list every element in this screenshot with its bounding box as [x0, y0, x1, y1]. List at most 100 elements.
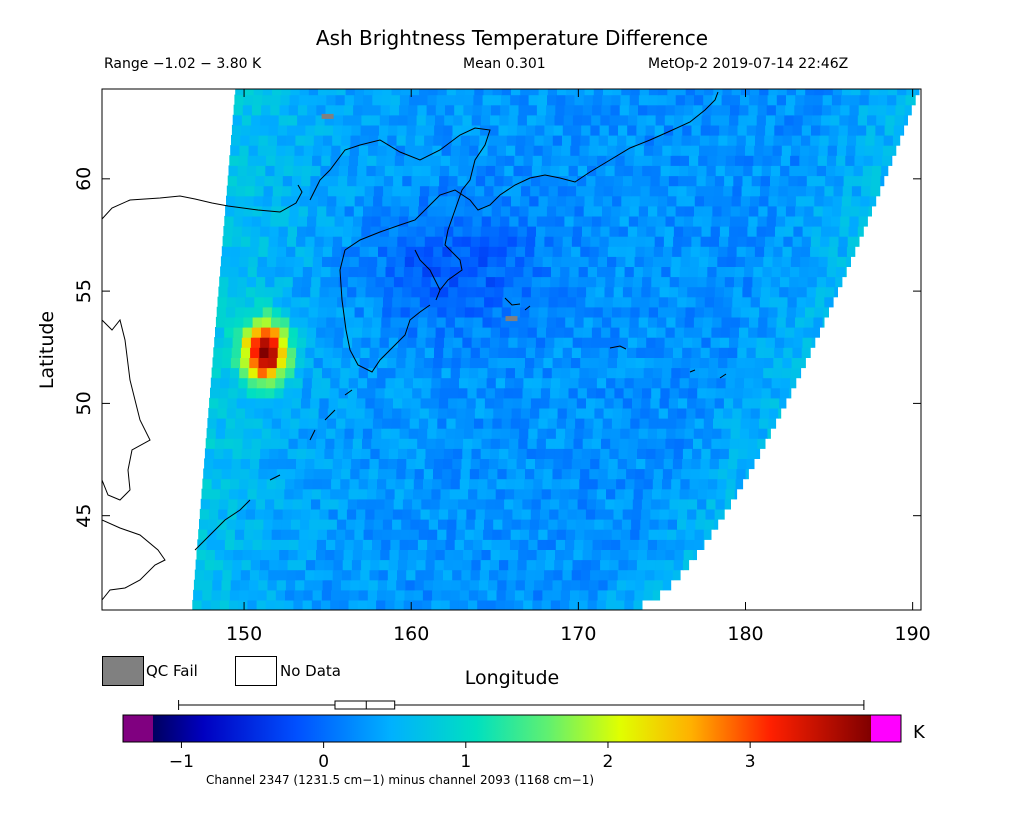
heatmap-cell [385, 266, 396, 278]
heatmap-cell [664, 226, 675, 237]
heatmap-cell [303, 589, 314, 601]
heatmap-cell [725, 488, 736, 500]
heatmap-cell [500, 215, 510, 227]
heatmap-cell [695, 185, 706, 197]
heatmap-cell [707, 266, 718, 278]
heatmap-cell [342, 124, 352, 136]
heatmap-cell [441, 367, 452, 379]
heatmap-cell [322, 468, 333, 480]
heatmap-cell [246, 276, 257, 288]
heatmap-cell [477, 488, 488, 500]
heatmap-cell [550, 387, 560, 399]
heatmap-cell [452, 236, 463, 247]
heatmap-cell [878, 89, 889, 96]
heatmap-cell [389, 327, 400, 338]
heatmap-cell [569, 599, 579, 610]
heatmap-cell [497, 579, 508, 591]
heatmap-cell [240, 468, 250, 480]
heatmap-cell [327, 296, 338, 308]
heatmap-cell [656, 215, 667, 227]
heatmap-cell [755, 347, 766, 358]
heatmap-cell [464, 316, 474, 328]
heatmap-cell [637, 226, 647, 237]
heatmap-cell [668, 296, 678, 308]
heatmap-cell [587, 155, 598, 166]
heatmap-cell [526, 226, 537, 237]
heatmap-cell [564, 104, 575, 116]
heatmap-cell [285, 256, 296, 267]
heatmap-cell [476, 498, 487, 510]
heatmap-cell [827, 256, 838, 267]
heatmap-cell [826, 276, 836, 288]
heatmap-cell [613, 286, 624, 298]
heatmap-cell [270, 327, 280, 338]
heatmap-cell [578, 266, 589, 278]
heatmap-cell [314, 569, 325, 581]
heatmap-cell [269, 114, 280, 126]
heatmap-cell [790, 367, 801, 379]
heatmap-cell [564, 438, 575, 449]
heatmap-cell [331, 145, 342, 156]
heatmap-cell [842, 185, 853, 197]
heatmap-cell [520, 89, 530, 96]
heatmap-cell [273, 397, 284, 409]
heatmap-cell [592, 104, 602, 116]
heatmap-cell [526, 448, 537, 459]
heatmap-cell [358, 256, 369, 267]
heatmap-cell [576, 407, 586, 419]
heatmap-cell [247, 155, 258, 166]
heatmap-cell [445, 94, 456, 106]
heatmap-cell [364, 519, 375, 530]
heatmap-cell [499, 549, 510, 561]
heatmap-cell [244, 89, 255, 96]
heatmap-cell [735, 478, 744, 490]
heatmap-cell [514, 478, 525, 490]
heatmap-cell [806, 286, 817, 298]
heatmap-cell [418, 205, 428, 217]
heatmap-cell [251, 215, 262, 227]
heatmap-cell [759, 296, 770, 308]
heatmap-cell [587, 377, 598, 389]
heatmap-cell [775, 114, 785, 126]
heatmap-cell [471, 559, 482, 571]
heatmap-cell [605, 498, 615, 510]
heatmap-cell [459, 367, 470, 379]
heatmap-cell [255, 508, 265, 520]
heatmap-cell [417, 215, 428, 227]
heatmap-cell [727, 357, 738, 369]
heatmap-cell [282, 185, 292, 197]
heatmap-cell [372, 529, 383, 540]
heatmap-cell [507, 569, 518, 581]
heatmap-cell [678, 175, 688, 187]
heatmap-cell [260, 438, 271, 449]
heatmap-cell [440, 155, 451, 166]
heatmap-cell [790, 155, 800, 166]
heatmap-cell [502, 185, 513, 197]
heatmap-cell [682, 124, 693, 136]
heatmap-cell [755, 236, 766, 247]
heatmap-cell [537, 316, 548, 328]
heatmap-cell [355, 185, 366, 197]
heatmap-cell [455, 195, 466, 207]
heatmap-cell [312, 266, 322, 278]
heatmap-cell [510, 316, 520, 328]
heatmap-cell [429, 175, 440, 187]
heatmap-cell [641, 175, 652, 187]
heatmap-cell [311, 488, 322, 500]
heatmap-cell [305, 458, 315, 470]
heatmap-cell [383, 286, 394, 298]
heatmap-cell [419, 185, 430, 197]
heatmap-cell [341, 135, 352, 146]
heatmap-cell [576, 397, 587, 409]
heatmap-cell [410, 407, 421, 419]
heatmap-cell [511, 519, 522, 530]
heatmap-cell [875, 124, 886, 136]
heatmap-cell [362, 428, 373, 439]
heatmap-cell [436, 316, 447, 328]
heatmap-cell [638, 215, 648, 227]
heatmap-cell [853, 165, 864, 177]
heatmap-cell [267, 145, 277, 156]
heatmap-cell [384, 276, 395, 288]
heatmap-cell [602, 418, 613, 429]
heatmap-cell [230, 367, 240, 379]
